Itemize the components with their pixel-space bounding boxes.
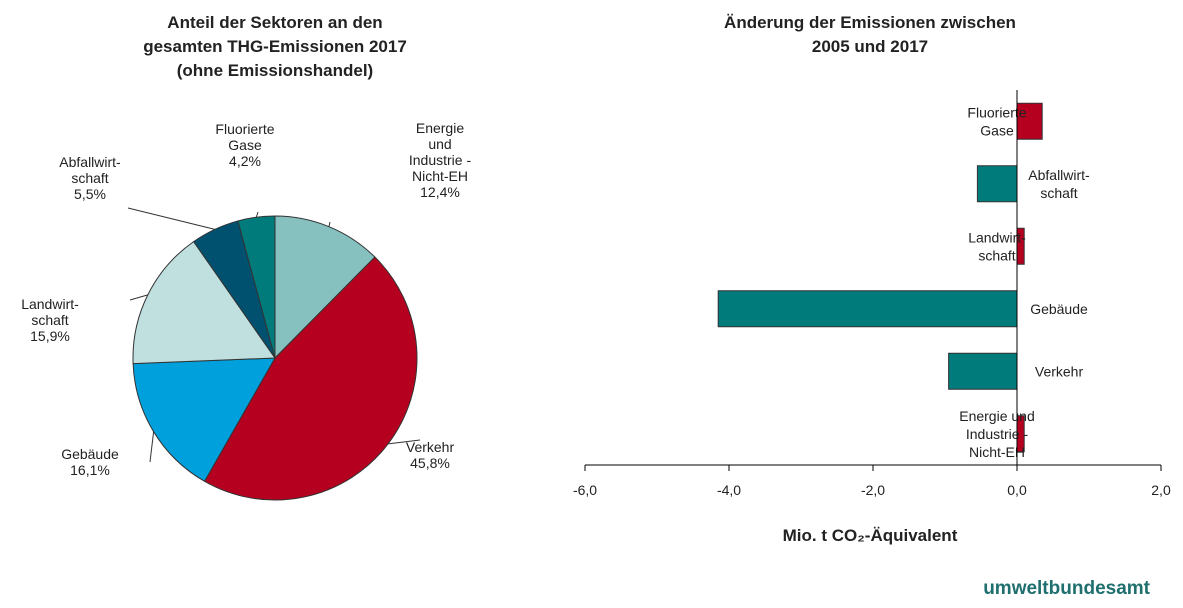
x-tick-label: 2,0	[1151, 482, 1171, 498]
bar-title: Änderung der Emissionen zwischen 2005 und…	[724, 13, 1016, 56]
pie-slice	[132, 357, 276, 482]
pie-slice	[237, 215, 276, 359]
slice-label: Gebäude	[61, 446, 119, 462]
leader-line	[149, 431, 155, 463]
leader-line	[127, 207, 216, 230]
y-tick-label: Landwirt-schaft	[968, 229, 1026, 263]
pie-slice	[132, 240, 276, 365]
y-tick-label: Abfallwirt-schaft	[1028, 167, 1090, 201]
x-tick-label: -4,0	[717, 482, 741, 498]
leader-line	[328, 221, 331, 227]
y-tick-label: Verkehr	[1035, 363, 1084, 379]
leader-line	[388, 439, 421, 445]
slice-label: Energie und Industrie -Nicht-EH	[409, 120, 472, 184]
slice-value: 16,1%	[70, 462, 110, 478]
slice-value: 12,4%	[420, 184, 460, 200]
bar	[717, 290, 1018, 328]
slice-label: Landwirt-schaft	[21, 296, 79, 328]
slice-label: Abfallwirt-schaft	[59, 154, 121, 186]
x-tick-label: -6,0	[573, 482, 597, 498]
bar	[1016, 102, 1043, 140]
pie-title: Anteil der Sektoren an den gesamten THG-E…	[143, 13, 407, 80]
x-tick-label: 0,0	[1007, 482, 1027, 498]
logo: umweltbundesamt	[983, 578, 1150, 599]
slice-value: 15,9%	[30, 328, 70, 344]
leader-line	[129, 294, 148, 301]
x-axis-label: Mio. t CO₂-Äquivalent	[783, 526, 958, 545]
pie-slice	[274, 215, 376, 360]
y-tick-label: Gebäude	[1030, 301, 1088, 317]
slice-label: Verkehr	[406, 439, 455, 455]
slice-value: 45,8%	[410, 455, 450, 471]
y-tick-label: Energie und Industrie -Nicht-EH	[959, 408, 1035, 460]
bar	[948, 352, 1018, 390]
slice-label: Fluorierte Gase	[215, 121, 274, 153]
leader-line	[255, 211, 259, 218]
pie-slice	[203, 256, 418, 501]
slice-value: 5,5%	[74, 186, 106, 202]
bar	[976, 165, 1018, 203]
y-tick-label: Fluorierte Gase	[967, 104, 1026, 138]
x-tick-label: -2,0	[861, 482, 885, 498]
slice-value: 4,2%	[229, 153, 261, 169]
